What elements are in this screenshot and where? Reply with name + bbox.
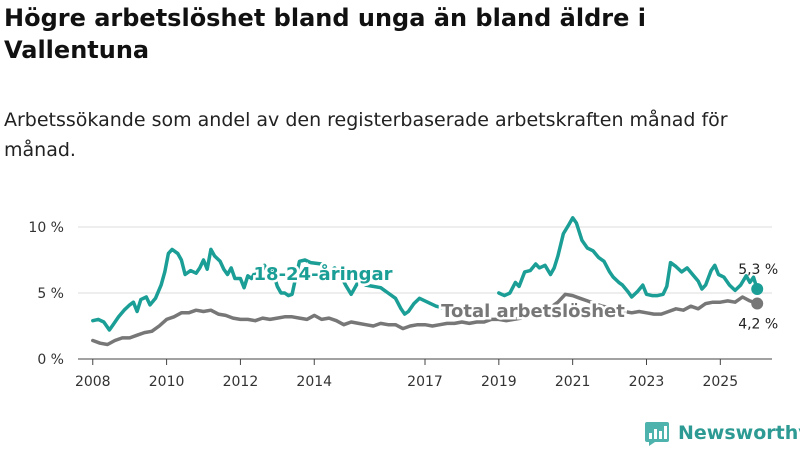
series-line-total bbox=[91, 292, 759, 347]
chart-subtitle: Arbetssökande som andel av den registerb… bbox=[4, 109, 728, 161]
series-label-total: Total arbetslöshet bbox=[441, 301, 625, 322]
x-tick-label: 2023 bbox=[629, 374, 665, 390]
gridlines bbox=[78, 226, 772, 360]
y-tick-label: 0 % bbox=[37, 352, 64, 368]
x-tick-label: 2017 bbox=[407, 374, 443, 390]
labels: 5,3 % 4,2 % 18-24-åringar Total arbetslöshe… bbox=[251, 261, 778, 333]
x-tick-label: 2021 bbox=[555, 374, 591, 390]
series-line-youth bbox=[91, 216, 759, 332]
chart-title: Högre arbetslöshet bland unga än bland ä… bbox=[4, 4, 646, 64]
series-lines bbox=[91, 216, 764, 347]
y-tick-label: 5 % bbox=[37, 286, 64, 302]
brand-logo: Newsworthy bbox=[644, 418, 800, 448]
x-tick-label: 2012 bbox=[223, 374, 259, 390]
x-tick-label: 2014 bbox=[296, 374, 332, 390]
y-tick-label: 10 % bbox=[28, 220, 64, 236]
end-point-youth bbox=[751, 283, 764, 296]
axes: 0 % 5 % 10 % 2008 2010 2012 2014 2017 2019 2021 20… bbox=[28, 220, 738, 390]
x-tick-label: 2008 bbox=[75, 374, 111, 390]
series-label-youth: 18-24-åringar bbox=[254, 263, 393, 285]
end-value-label-youth: 5,3 % bbox=[738, 262, 778, 278]
end-point-total bbox=[751, 297, 764, 310]
end-value-label-total: 4,2 % bbox=[738, 317, 778, 333]
brand-name: Newsworthy bbox=[678, 422, 800, 444]
x-tick-label: 2019 bbox=[481, 374, 517, 390]
x-tick-label: 2025 bbox=[702, 374, 738, 390]
newsworthy-logo-icon bbox=[645, 422, 669, 446]
x-tick-label: 2010 bbox=[149, 374, 185, 390]
